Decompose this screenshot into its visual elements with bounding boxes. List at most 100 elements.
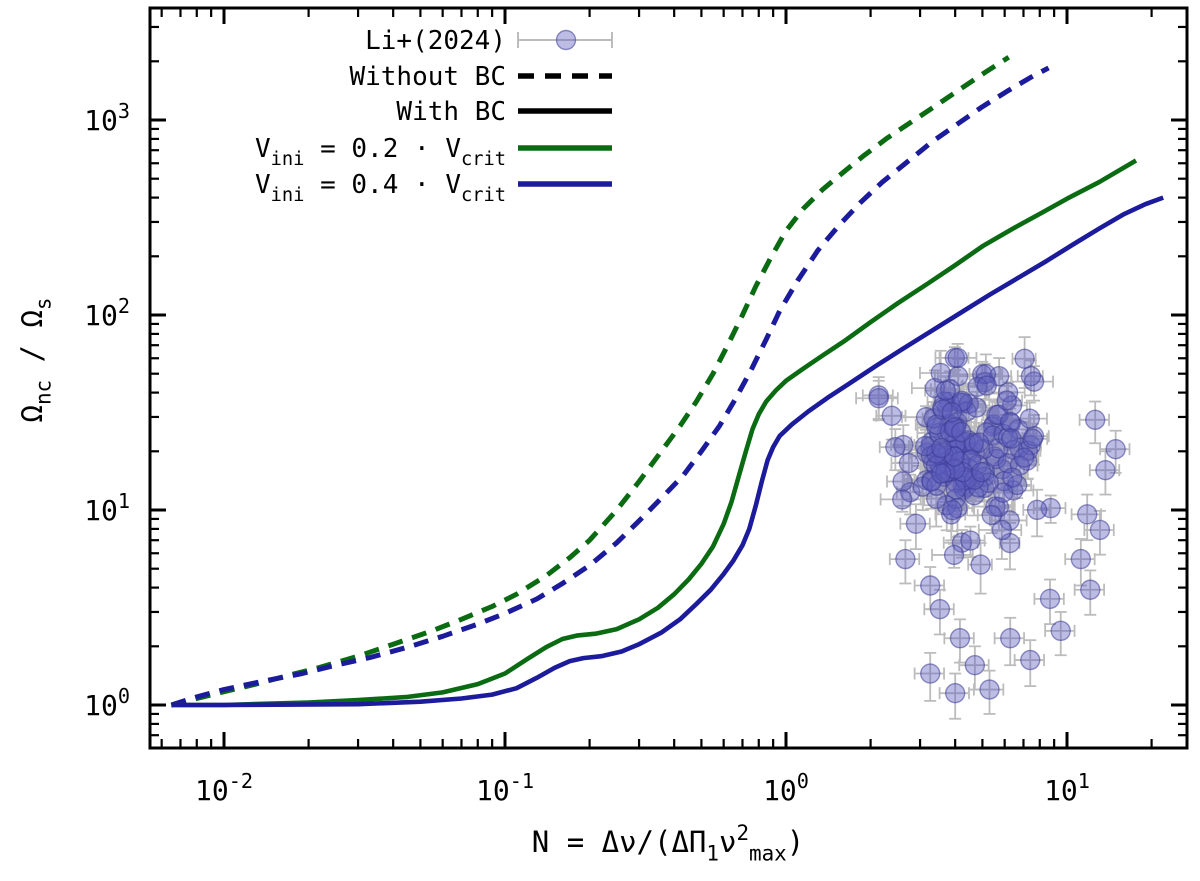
data-point bbox=[930, 362, 951, 384]
x-tick-label-1e-2: 10-2 bbox=[195, 769, 253, 807]
data-point bbox=[920, 663, 941, 684]
data-point bbox=[1050, 620, 1071, 642]
data-point bbox=[944, 682, 966, 704]
x-tick-label-1e0: 100 bbox=[763, 769, 809, 807]
data-point bbox=[892, 471, 913, 492]
data-point bbox=[1039, 588, 1061, 610]
data-point bbox=[920, 575, 941, 596]
data-point bbox=[892, 489, 913, 510]
data-point bbox=[956, 401, 977, 422]
data-point bbox=[991, 519, 1013, 541]
legend-item-with-bc: With BC bbox=[396, 97, 612, 127]
data-point bbox=[976, 375, 997, 396]
legend: Li+(2024) Without BC With BC Vini = 0.2 · V… bbox=[255, 26, 613, 206]
data-point bbox=[915, 406, 937, 428]
curve-with-bc-green bbox=[171, 158, 1138, 708]
data-point bbox=[981, 504, 1002, 526]
axis-titles: N = Δν/(ΔΠ1ν2max) Ωnc / Ωs bbox=[15, 297, 804, 865]
data-point bbox=[941, 402, 963, 423]
data-point bbox=[947, 347, 968, 369]
data-point bbox=[935, 380, 956, 401]
legend-label-with-bc: With BC bbox=[396, 97, 506, 127]
legend-item-vini02: Vini = 0.2 · Vcrit bbox=[255, 134, 612, 170]
legend-label-without-bc: Without BC bbox=[349, 62, 506, 92]
data-point bbox=[945, 479, 966, 500]
legend-item-vini04: Vini = 0.4 · Vcrit bbox=[255, 170, 612, 206]
data-point bbox=[895, 548, 916, 570]
x-tick-label-1e1: 101 bbox=[1044, 769, 1090, 807]
data-point bbox=[949, 628, 971, 649]
scatter-points-li2024 bbox=[855, 336, 1131, 720]
legend-label-vini02: Vini = 0.2 · Vcrit bbox=[255, 134, 506, 170]
data-point bbox=[968, 432, 990, 453]
data-point bbox=[1023, 371, 1045, 392]
y-tick-label-1e2: 102 bbox=[84, 294, 130, 332]
data-point bbox=[942, 499, 963, 521]
plot-frame bbox=[148, 6, 1189, 750]
data-point bbox=[900, 482, 921, 503]
data-point bbox=[999, 411, 1021, 433]
legend-item-without-bc: Without BC bbox=[349, 62, 612, 92]
data-point bbox=[1080, 579, 1101, 600]
data-point bbox=[898, 452, 920, 474]
model-curves bbox=[170, 55, 1164, 708]
data-point bbox=[1095, 459, 1116, 481]
data-point bbox=[943, 544, 965, 566]
y-tick-label-1e0: 100 bbox=[84, 684, 130, 722]
data-point bbox=[1001, 428, 1022, 449]
tick-labels: 10-2 10-1 100 101 100 101 102 103 bbox=[84, 99, 1090, 807]
data-point bbox=[997, 382, 1019, 403]
data-point bbox=[1019, 408, 1040, 429]
data-point bbox=[905, 513, 927, 534]
data-point bbox=[951, 532, 973, 553]
data-point bbox=[885, 436, 906, 458]
x-axis-title: N = Δν/(ΔΠ1ν2max) bbox=[532, 821, 804, 866]
data-point bbox=[1070, 548, 1092, 570]
data-point bbox=[992, 482, 1014, 503]
data-point bbox=[893, 434, 914, 456]
data-point bbox=[1085, 409, 1106, 431]
data-point bbox=[1014, 348, 1035, 369]
legend-label-vini04: Vini = 0.4 · Vcrit bbox=[255, 170, 506, 206]
curve-with-bc-navy bbox=[171, 195, 1164, 708]
data-point bbox=[881, 405, 902, 426]
data-point bbox=[1000, 628, 1021, 649]
data-point bbox=[1076, 504, 1098, 525]
legend-label-li2024: Li+(2024) bbox=[365, 26, 506, 56]
data-point bbox=[960, 530, 981, 551]
data-point bbox=[1022, 428, 1043, 450]
data-point bbox=[979, 679, 1000, 700]
data-point bbox=[1105, 439, 1126, 460]
data-point bbox=[1089, 519, 1111, 541]
legend-marker-li2024 bbox=[555, 29, 577, 51]
data-point bbox=[951, 390, 973, 412]
y-tick-label-1e3: 103 bbox=[84, 99, 130, 137]
data-point bbox=[951, 421, 972, 443]
data-point bbox=[931, 437, 952, 459]
data-point bbox=[1026, 499, 1048, 521]
data-point bbox=[964, 654, 986, 676]
y-tick-label-1e1: 101 bbox=[84, 489, 130, 527]
data-point bbox=[868, 388, 889, 409]
legend-item-li2024: Li+(2024) bbox=[365, 26, 613, 56]
y-axis-title: Ωnc / Ωs bbox=[15, 297, 56, 422]
y-axis-ticks bbox=[150, 25, 1187, 737]
data-point bbox=[964, 469, 985, 490]
data-point bbox=[996, 390, 1017, 411]
data-point bbox=[929, 598, 951, 620]
axes bbox=[148, 6, 1189, 750]
x-axis-ticks bbox=[160, 8, 1153, 748]
data-point bbox=[1013, 447, 1035, 468]
curve-without-bc-navy bbox=[170, 65, 1050, 708]
data-point bbox=[931, 463, 952, 484]
data-point bbox=[970, 554, 991, 575]
data-point bbox=[971, 461, 992, 483]
data-point bbox=[1020, 365, 1042, 387]
data-point bbox=[1020, 649, 1041, 671]
curve-without-bc-green bbox=[170, 55, 1011, 708]
data-point bbox=[914, 435, 936, 457]
x-tick-label-1e-1: 10-1 bbox=[476, 769, 534, 807]
data-point bbox=[1002, 467, 1023, 488]
